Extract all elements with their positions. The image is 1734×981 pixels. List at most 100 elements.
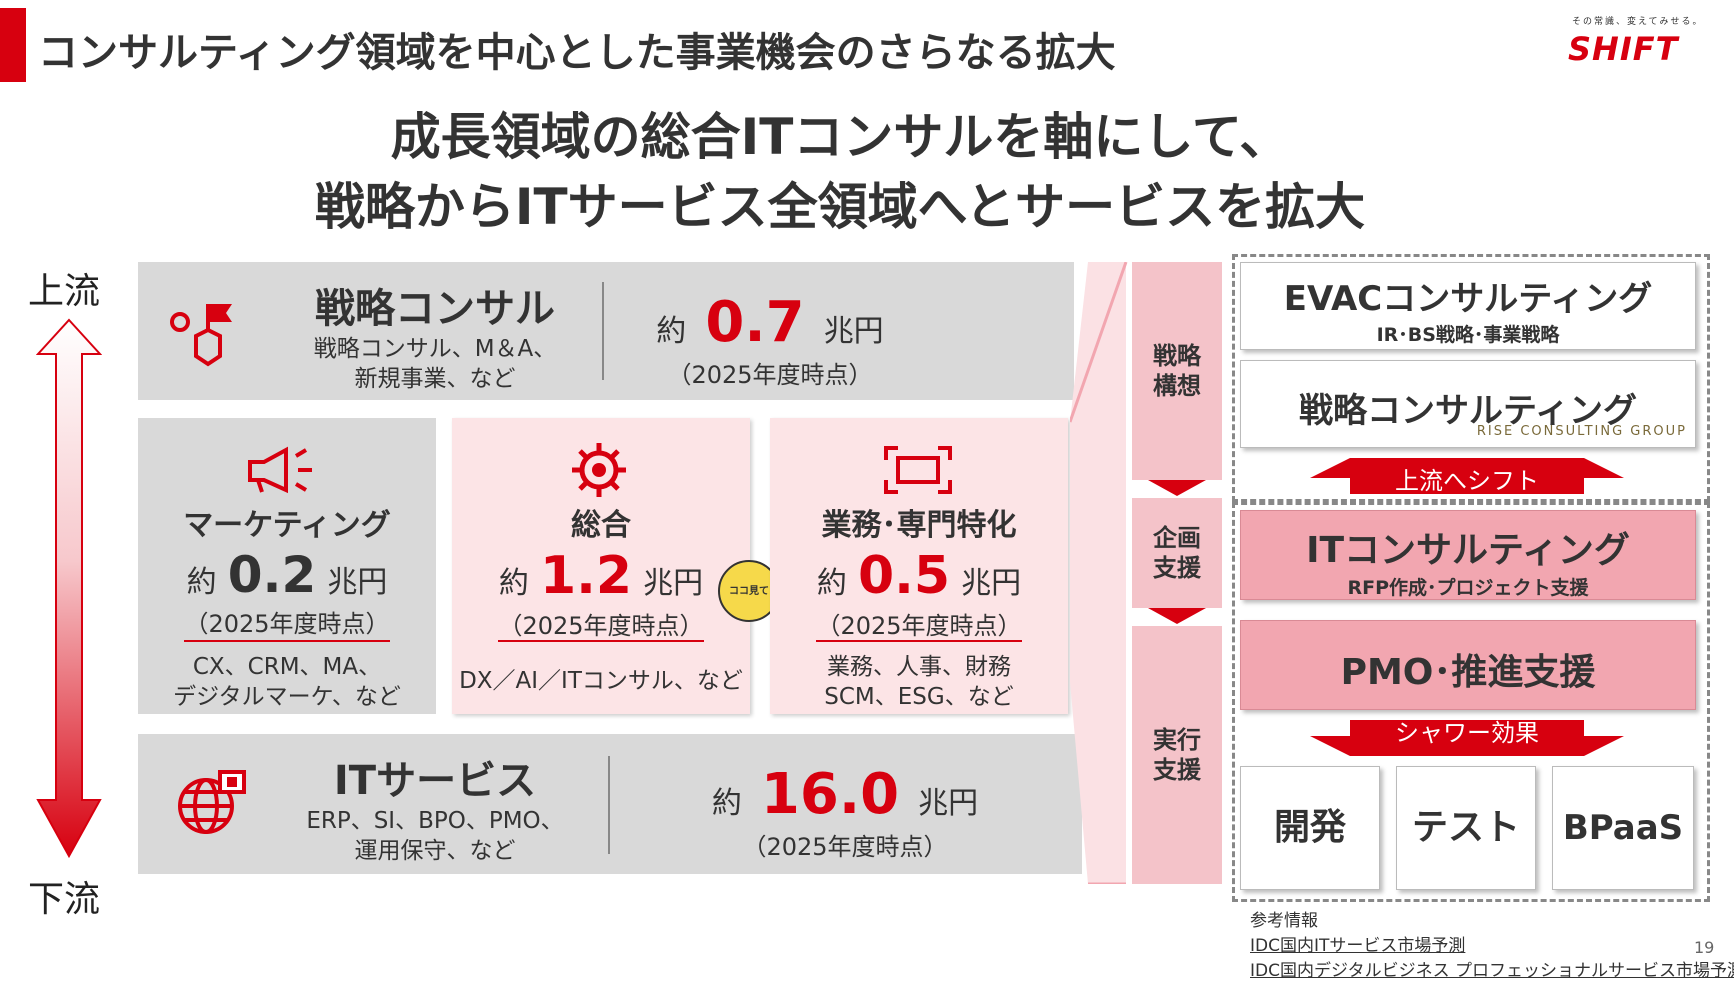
marketing-divider [184, 640, 390, 642]
phase-2-line-2: 支援 [1153, 554, 1201, 582]
development-box: 開発 [1240, 766, 1380, 890]
company-slogan: その常識、変えてみせる。 [1572, 17, 1704, 27]
phase-arrow-2-icon [1148, 608, 1206, 624]
strategy-note: （2025年度時点） [667, 361, 873, 389]
it-consulting-sub: RFP作成･プロジェクト支援 [1347, 577, 1589, 599]
general-divider [498, 640, 704, 642]
marketing-title: マーケティング [183, 508, 391, 543]
marketing-example-2: デジタルマーケ、など [173, 684, 401, 710]
marketing-unit: 兆円 [327, 565, 388, 600]
marketing-value: 0.2 [227, 546, 317, 604]
strategy-consulting-sub-1: 戦略コンサル、M＆A、 [313, 336, 557, 362]
phase-3-line-2: 支援 [1153, 756, 1201, 784]
mascot-text: ココ見て [729, 586, 769, 597]
phase-3-line-1: 実行 [1153, 726, 1201, 754]
flag-hexagon-icon [170, 304, 232, 367]
reference-link-2[interactable]: IDC国内デジタルビジネス プロフェッショナルサービス市場予測 [1250, 961, 1734, 981]
upstream-shift-arrow-icon [1310, 458, 1624, 494]
specialized-divider [816, 640, 1022, 642]
strategy-yaku: 約 [656, 314, 687, 349]
bpaas-box: BPaaS [1552, 766, 1694, 890]
specialized-example-1: 業務、人事、財務 [827, 654, 1011, 680]
connector-funnel [1070, 262, 1128, 884]
specialized-examples: 業務、人事、財務 SCM、ESG、など [770, 652, 1068, 712]
general-consulting-title: 総合 [571, 508, 631, 543]
evac-title: EVACコンサルティング [1283, 279, 1653, 319]
it-services-divider [608, 756, 610, 854]
specialized-yaku: 約 [816, 566, 847, 601]
references-heading: 参考情報 [1250, 911, 1318, 931]
phase-planning-support: 企画 支援 [1132, 498, 1222, 608]
it-services-panel [138, 734, 1082, 874]
it-services-title: ITサービス [333, 758, 537, 804]
strategy-market-size: 約 0.7 兆円 （2025年度時点） [620, 290, 920, 390]
strategy-consulting-title: 戦略コンサル [315, 286, 555, 332]
references: 参考情報 IDC国内ITサービス市場予測 IDC国内デジタルビジネス プロフェッ… [1250, 906, 1734, 981]
page-number: 19 [1694, 938, 1715, 957]
general-yaku: 約 [498, 566, 529, 601]
gear-icon [572, 443, 626, 497]
evac-consulting-box: EVACコンサルティング IR･BS戦略･事業戦略 [1240, 262, 1696, 350]
strategy-consulting-panel [138, 262, 1074, 400]
marketing-text: マーケティング 約 0.2 兆円 （2025年度時点） [138, 500, 436, 639]
strategy-consulting-sub-2: 新規事業、など [354, 366, 516, 392]
specialized-unit: 兆円 [961, 566, 1022, 601]
mascot-pointer-icon: ココ見て [718, 560, 780, 622]
specialized-consulting-panel [770, 418, 1068, 714]
upstream-label: 上流 [28, 271, 101, 312]
reference-link-1[interactable]: IDC国内ITサービス市場予測 [1250, 936, 1466, 956]
it-services-unit: 兆円 [918, 786, 979, 821]
general-unit: 兆円 [643, 566, 704, 601]
phase-strategy-planning: 戦略 構想 [1132, 262, 1222, 480]
general-example-1: DX／AI／ITコンサル、など [459, 668, 743, 694]
specialized-consulting-title: 業務･専門特化 [821, 508, 1017, 543]
it-services-market-size: 約 16.0 兆円 （2025年度時点） [650, 762, 1040, 862]
phase-execution-support: 実行 支援 [1132, 626, 1222, 884]
strategy-value: 0.7 [705, 290, 805, 355]
shift-logo: SHIFT [1568, 30, 1679, 68]
core-services-group [1232, 502, 1710, 902]
marketing-yaku: 約 [186, 565, 217, 600]
strategy-consulting-box: 戦略コンサルティング RISE CONSULTING GROUP [1240, 360, 1696, 448]
phase-arrow-1-icon [1148, 480, 1206, 496]
marketing-example-1: CX、CRM、MA、 [192, 654, 382, 680]
general-note: （2025年度時点） [498, 612, 704, 640]
specialized-example-2: SCM、ESG、など [824, 684, 1014, 710]
upstream-shift-label: 上流へシフト [1395, 467, 1539, 495]
it-services-value: 16.0 [760, 762, 900, 827]
strategy-divider [602, 282, 604, 380]
specialized-note: （2025年度時点） [816, 612, 1022, 640]
it-services-text: ITサービス ERP、SI、BPO、PMO、 運用保守、など [290, 748, 580, 866]
frame-icon [884, 446, 952, 494]
it-services-sub-2: 運用保守、など [354, 838, 516, 864]
pmo-box: PMO･推進支援 [1240, 620, 1696, 710]
specialized-value: 0.5 [857, 546, 951, 606]
upstream-services-group [1232, 254, 1710, 502]
it-services-yaku: 約 [711, 786, 742, 821]
it-services-sub-1: ERP、SI、BPO、PMO、 [306, 808, 564, 834]
pmo-title: PMO･推進支援 [1340, 652, 1596, 693]
evac-sub: IR･BS戦略･事業戦略 [1376, 324, 1560, 346]
phase-2-line-1: 企画 [1153, 524, 1201, 552]
strategy-consulting-text: 戦略コンサル 戦略コンサル、M＆A、 新規事業、など [290, 276, 580, 394]
up-down-arrow-icon [36, 318, 102, 859]
headline: 成長領域の総合ITコンサルを軸にして、 戦略からITサービス全領域へとサービスを… [250, 102, 1430, 242]
marketing-examples: CX、CRM、MA、 デジタルマーケ、など [138, 652, 436, 712]
strategy-consulting-service-title: 戦略コンサルティング [1299, 391, 1637, 431]
page-title: コンサルティング領域を中心とした事業機会のさらなる拡大 [38, 30, 1116, 76]
bpaas-label: BPaaS [1562, 808, 1684, 848]
headline-line-2: 戦略からITサービス全領域へとサービスを拡大 [314, 178, 1366, 236]
megaphone-icon [248, 446, 312, 494]
it-consulting-box: ITコンサルティング RFP作成･プロジェクト支援 [1240, 510, 1696, 600]
test-label: テスト [1411, 807, 1520, 848]
headline-line-1: 成長領域の総合ITコンサルを軸にして、 [390, 108, 1290, 166]
phase-1-line-1: 戦略 [1153, 342, 1201, 370]
header-accent-bar [0, 8, 26, 82]
downstream-label: 下流 [28, 879, 101, 920]
rise-consulting-logo: RISE CONSULTING GROUP [1476, 424, 1687, 439]
it-consulting-title: ITコンサルティング [1306, 530, 1630, 571]
shower-effect-arrow-icon [1310, 720, 1624, 756]
general-value: 1.2 [539, 546, 633, 606]
specialized-consulting-text: 業務･専門特化 約 0.5 兆円 （2025年度時点） [770, 500, 1068, 641]
it-services-note: （2025年度時点） [742, 833, 948, 861]
